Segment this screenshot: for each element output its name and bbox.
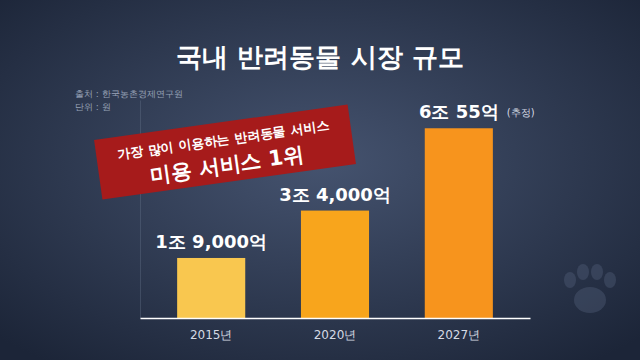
decoration <box>564 272 576 288</box>
bar <box>301 211 369 318</box>
x-tick: 2020년 <box>314 318 357 342</box>
decoration <box>564 264 616 313</box>
x-tick-label: 2027년 <box>438 328 481 342</box>
unit-note: 단위 : 원 <box>75 102 111 112</box>
x-tick: 2015년 <box>190 318 233 342</box>
title: 국내 반려동물 시장 규모 <box>176 42 463 72</box>
decoration <box>574 287 606 313</box>
x-tick-label: 2020년 <box>314 328 357 342</box>
decoration <box>604 272 616 288</box>
source: 출처 : 한국농촌경제연구원 <box>75 89 183 99</box>
background <box>0 0 640 360</box>
bar <box>425 128 493 318</box>
decoration <box>591 264 603 280</box>
banner-box <box>94 104 356 199</box>
banner-text: 미용 서비스 1위 <box>148 142 305 187</box>
data-label: 6조 55억 <box>419 101 499 122</box>
decoration <box>577 264 589 280</box>
x-tick: 2027년 <box>438 318 481 342</box>
data-label: 1조 9,000억 <box>155 231 267 252</box>
estimate-note: (추정) <box>507 107 535 118</box>
chart: 국내 반려동물 시장 규모출처 : 한국농촌경제연구원단위 : 원2015년20… <box>0 0 640 360</box>
bar <box>177 258 245 318</box>
y-axis <box>140 101 142 319</box>
x-axis: 2015년 2020년 2027년 <box>141 318 531 342</box>
data-label: 3조 4,000억 <box>279 184 391 205</box>
banner: 가장 많이 이용하는 반려동물 서비스미용 서비스 1위 <box>94 104 356 199</box>
x-tick-label: 2015년 <box>190 328 233 342</box>
x-axis-line <box>141 318 531 320</box>
y-axis-line <box>140 101 141 319</box>
